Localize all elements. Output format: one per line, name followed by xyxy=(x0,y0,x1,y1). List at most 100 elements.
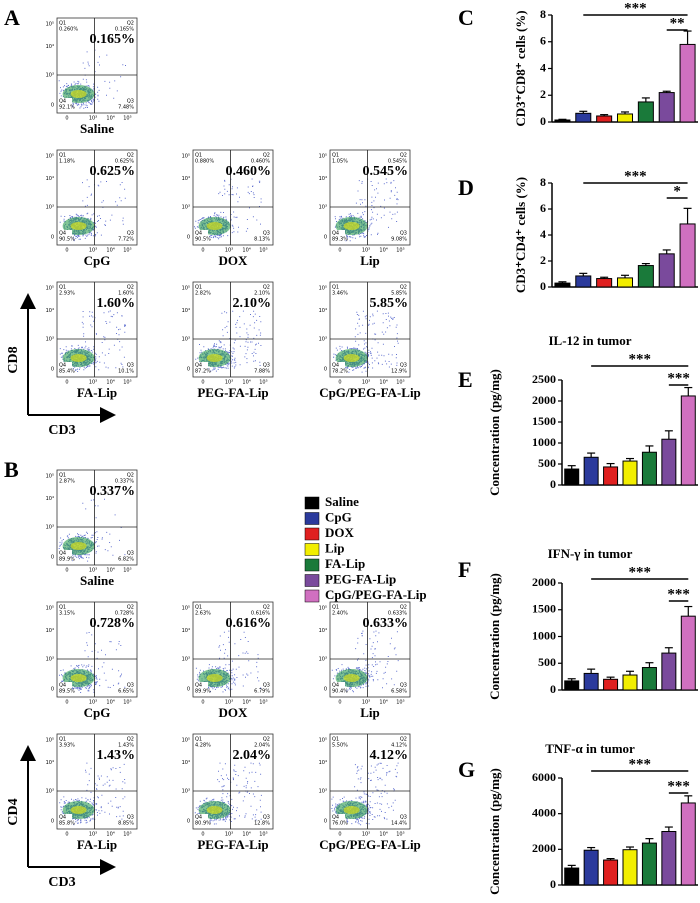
gate-patch xyxy=(58,682,72,695)
x-tick-label: 0 xyxy=(65,832,68,838)
x-tick-label: 10⁴ xyxy=(379,832,387,838)
y-tick-label: 10³ xyxy=(182,657,190,663)
gate-percent: 1.43% xyxy=(97,748,136,763)
density-core xyxy=(70,90,87,98)
quadrant-value: 5.50% xyxy=(332,743,348,749)
quadrant-value: 3.15% xyxy=(59,611,75,617)
bar xyxy=(641,451,657,486)
panel-label: G xyxy=(458,757,475,782)
legend-swatch xyxy=(304,527,320,541)
y-axis-title: CD4 xyxy=(6,798,21,825)
y-tick-label: 10⁵ xyxy=(182,606,190,612)
y-tick-label: 10⁴ xyxy=(182,308,190,314)
x-tick-label: 10⁴ xyxy=(242,700,250,706)
quadrant-label: Q4 xyxy=(195,815,202,821)
quadrant-value: 2.93% xyxy=(59,291,75,297)
y-tick-label: 0 xyxy=(540,114,546,128)
y-tick-label: 10⁵ xyxy=(319,286,327,292)
quadrant-value: 2.87% xyxy=(59,479,75,485)
quadrant-value: 8.85% xyxy=(118,821,134,827)
density-core xyxy=(70,674,87,682)
gate-patch xyxy=(58,362,72,375)
quadrant-value: 9.08% xyxy=(391,237,407,243)
gate-percent: 2.04% xyxy=(233,748,272,763)
gate-patch xyxy=(194,814,208,827)
quadrant-label: Q3 xyxy=(127,683,134,689)
legend-label: DOX xyxy=(325,525,355,540)
panel-label: E xyxy=(458,367,473,392)
significance-label: *** xyxy=(628,564,651,580)
gate-patch xyxy=(58,814,72,827)
quadrant-value: 0.165% xyxy=(115,27,134,33)
panel-label: D xyxy=(458,175,474,200)
y-tick-label: 1500 xyxy=(532,414,556,428)
x-tick-label: 10⁴ xyxy=(242,380,250,386)
sample-name: CpG xyxy=(84,253,111,268)
x-tick-label: 10⁵ xyxy=(259,380,267,386)
y-tick-label: 10³ xyxy=(46,205,54,211)
y-tick-label: 6000 xyxy=(532,770,556,784)
quadrant-label: Q3 xyxy=(400,363,407,369)
density-core xyxy=(70,222,87,230)
quadrant-value: 1.43% xyxy=(118,743,134,749)
quadrant-label: Q1 xyxy=(195,737,202,743)
density-core xyxy=(343,806,360,814)
y-tick-label: 2 xyxy=(540,253,546,267)
y-tick-label: 10³ xyxy=(46,337,54,343)
gate-percent: 0.165% xyxy=(90,32,136,47)
bar xyxy=(583,672,599,691)
plot-frame xyxy=(56,469,138,566)
density-core xyxy=(206,674,223,682)
sample-name: DOX xyxy=(219,705,249,720)
quadrant-value: 0.633% xyxy=(388,611,407,617)
quadrant-value: 8.13% xyxy=(254,237,270,243)
gate-percent: 2.10% xyxy=(233,296,272,311)
legend-swatch xyxy=(304,512,320,525)
quadrant-label: Q2 xyxy=(127,473,134,479)
panel-label: A xyxy=(4,5,20,30)
y-axis-title: Concentration (pg/mg) xyxy=(487,369,502,496)
quadrant-label: Q3 xyxy=(127,99,134,105)
x-tick-label: 10³ xyxy=(225,380,233,386)
quadrant-label: Q1 xyxy=(59,473,66,479)
quadrant-value: 2.63% xyxy=(195,611,211,617)
x-tick-label: 10⁵ xyxy=(396,248,404,254)
sample-name: Saline xyxy=(80,121,114,136)
quadrant-label: Q2 xyxy=(400,737,407,743)
x-tick-label: 0 xyxy=(65,700,68,706)
y-tick-label: 4000 xyxy=(532,805,556,819)
y-tick-label: 10³ xyxy=(319,657,327,663)
quadrant-value: 89.3% xyxy=(332,237,348,243)
bar xyxy=(564,468,580,486)
x-tick-label: 10³ xyxy=(89,568,97,574)
x-tick-label: 0 xyxy=(201,832,204,838)
y-tick-label: 10³ xyxy=(319,789,327,795)
quadrant-label: Q2 xyxy=(263,285,270,291)
quadrant-label: Q2 xyxy=(400,285,407,291)
quadrant-label: Q4 xyxy=(59,683,66,689)
gate-percent: 0.625% xyxy=(90,164,136,179)
x-tick-label: 10⁴ xyxy=(379,248,387,254)
quadrant-label: Q1 xyxy=(195,605,202,611)
quadrant-label: Q4 xyxy=(59,231,66,237)
quadrant-value: 2.10% xyxy=(254,291,270,297)
quadrant-value: 6.82% xyxy=(118,557,134,563)
y-tick-label: 10⁴ xyxy=(319,760,327,766)
legend-label: Saline xyxy=(325,494,359,509)
density-core xyxy=(70,542,87,550)
quadrant-label: Q2 xyxy=(263,153,270,159)
y-tick-label: 0 xyxy=(187,687,190,693)
x-tick-label: 10⁴ xyxy=(379,700,387,706)
quadrant-value: 5.85% xyxy=(391,291,407,297)
sample-name: CpG/PEG-FA-Lip xyxy=(319,385,421,400)
x-tick-label: 10³ xyxy=(89,116,97,122)
significance-label: *** xyxy=(624,168,647,184)
y-tick-label: 2000 xyxy=(532,393,556,407)
chart-title: TNF-α in tumor xyxy=(545,741,635,756)
quadrant-value: 7.88% xyxy=(254,369,270,375)
significance-label: *** xyxy=(667,370,690,386)
x-tick-label: 10⁵ xyxy=(259,832,267,838)
sample-name: FA-Lip xyxy=(77,837,117,852)
quadrant-label: Q4 xyxy=(332,231,339,237)
panel-label: F xyxy=(458,557,471,582)
